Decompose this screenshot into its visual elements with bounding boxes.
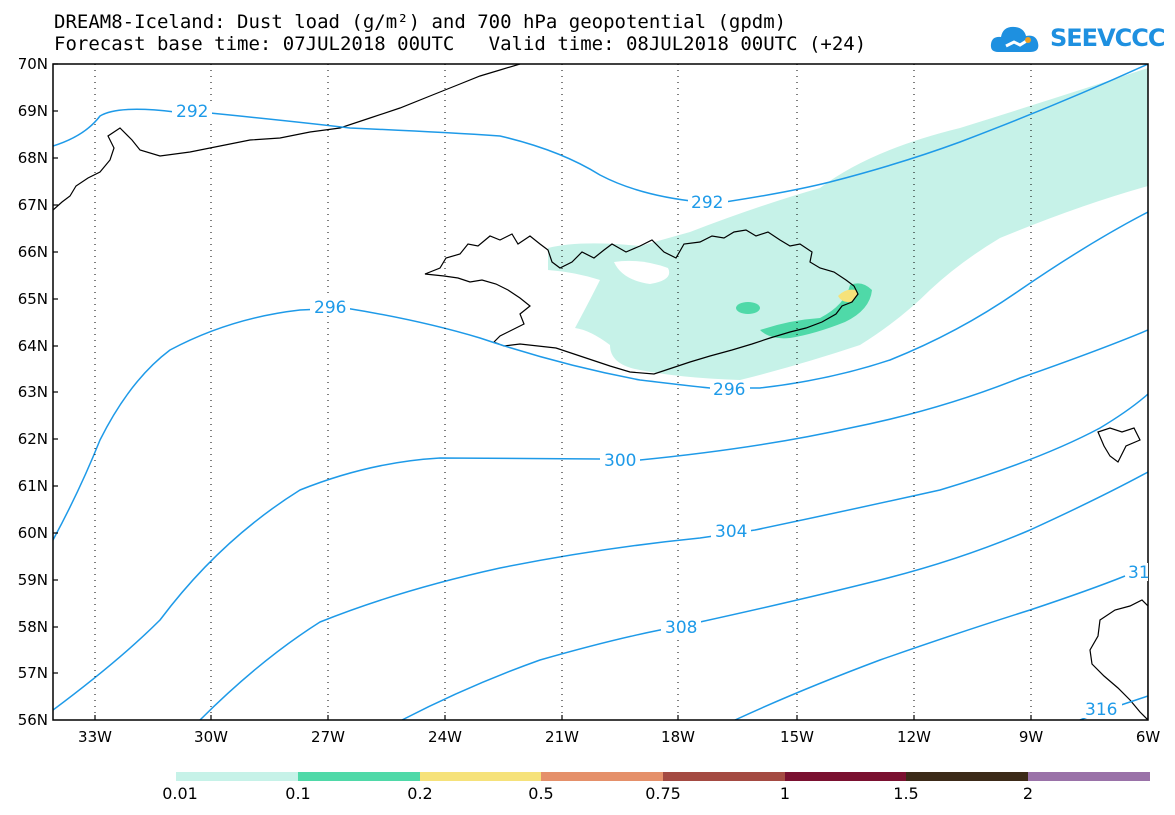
dust-gap <box>614 260 670 284</box>
grid <box>94 64 1032 720</box>
lon-label: 9W <box>1019 728 1044 746</box>
lon-label: 18W <box>661 728 695 746</box>
colorbar-swatch <box>420 772 541 781</box>
lat-label: 69N <box>18 102 48 120</box>
contour-label-312: 31 <box>1128 563 1150 583</box>
logo-text: SEEVCCC <box>1050 24 1165 52</box>
coastlines <box>53 64 1148 720</box>
lon-label: 30W <box>194 728 228 746</box>
map-subtitle: Forecast base time: 07JUL2018 00UTC Vali… <box>54 33 867 55</box>
lat-label: 57N <box>18 664 48 682</box>
lat-label: 68N <box>18 149 48 167</box>
map-title: DREAM8-Iceland: Dust load (g/m²) and 700… <box>54 11 787 33</box>
contour-300 <box>53 329 1148 711</box>
lat-label: 63N <box>18 383 48 401</box>
greenland-coast <box>53 64 521 211</box>
contour-296 <box>53 211 1148 541</box>
contour-labels: 292 292 296 296 300 304 308 31 316 <box>172 102 1150 720</box>
colorbar-swatch <box>298 772 420 781</box>
lat-label: 65N <box>18 290 48 308</box>
colorbar-swatch <box>906 772 1028 781</box>
iceland-coast <box>424 229 859 375</box>
lat-label: 59N <box>18 571 48 589</box>
faroe-coast <box>1097 427 1141 463</box>
contour-label-308: 308 <box>665 618 697 638</box>
contour-label-316: 316 <box>1085 700 1117 720</box>
contour-label-296a: 296 <box>314 298 346 318</box>
colorbar-swatch <box>663 772 785 781</box>
lon-labels: 33W 30W 27W 24W 21W 18W 15W 12W 9W 6W <box>78 728 1160 746</box>
lon-label: 21W <box>545 728 579 746</box>
lon-label: 15W <box>780 728 814 746</box>
lon-label: 6W <box>1136 728 1161 746</box>
lon-label: 12W <box>897 728 931 746</box>
lat-label: 58N <box>18 618 48 636</box>
lat-label: 67N <box>18 196 48 214</box>
lat-label: 62N <box>18 430 48 448</box>
lon-label: 24W <box>428 728 462 746</box>
contour-304 <box>199 393 1148 720</box>
contour-label-304: 304 <box>715 522 747 542</box>
colorbar-swatch <box>1028 772 1150 781</box>
colorbar <box>176 772 1150 781</box>
colorbar-label: 0.2 <box>407 784 433 803</box>
colorbar-label: 0.01 <box>162 784 198 803</box>
colorbar-label: 0.1 <box>285 784 311 803</box>
lat-label: 64N <box>18 337 48 355</box>
colorbar-label: 1 <box>779 784 791 803</box>
contour-lines <box>53 64 1148 720</box>
seevccc-logo: SEEVCCC <box>988 18 1168 58</box>
lon-label: 27W <box>311 728 345 746</box>
lat-label: 70N <box>18 55 48 73</box>
colorbar-label: 0.75 <box>645 784 681 803</box>
colorbar-label: 2 <box>1022 784 1034 803</box>
colorbar-swatch <box>176 772 298 781</box>
dust-spot <box>736 302 760 314</box>
lat-label: 56N <box>18 711 48 729</box>
contour-label-292a: 292 <box>176 102 208 122</box>
dust-plume-mid <box>760 283 872 339</box>
cloud-icon <box>990 26 1039 52</box>
lon-label: 33W <box>78 728 112 746</box>
ticks <box>53 63 1032 720</box>
contour-label-296b: 296 <box>713 380 745 400</box>
contour-label-300: 300 <box>604 451 636 471</box>
lat-labels: 70N 69N 68N 67N 66N 65N 64N 63N 62N 61N … <box>18 55 48 729</box>
lat-label: 66N <box>18 243 48 261</box>
colorbar-label: 0.5 <box>528 784 554 803</box>
colorbar-label: 1.5 <box>893 784 919 803</box>
contour-label-292b: 292 <box>691 193 723 213</box>
contour-308 <box>401 471 1148 720</box>
scotland-coast <box>1089 599 1148 720</box>
colorbar-swatch <box>785 772 906 781</box>
dust-plume-low <box>548 68 1148 380</box>
dust-plume-high <box>838 289 858 303</box>
contour-312 <box>734 575 1126 720</box>
lat-label: 61N <box>18 477 48 495</box>
dust-shading <box>548 68 1148 380</box>
colorbar-swatch <box>541 772 663 781</box>
lat-label: 60N <box>18 524 48 542</box>
